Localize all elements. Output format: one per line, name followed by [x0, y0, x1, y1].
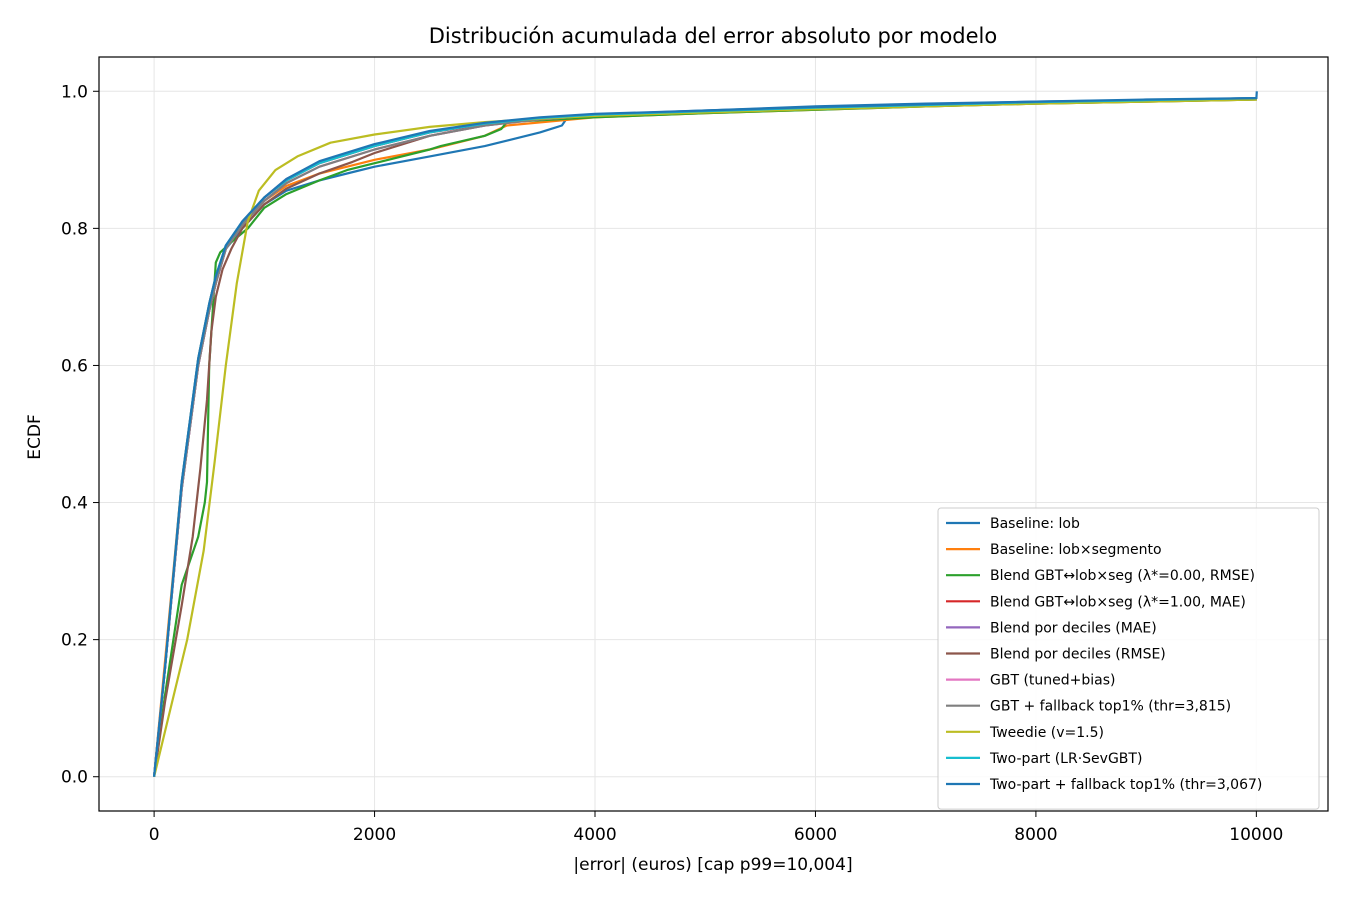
- legend-entry-label: GBT + fallback top1% (thr=3,815): [990, 699, 1231, 715]
- y-tick-label: 0.6: [61, 356, 88, 376]
- legend-entry-label: Blend por deciles (MAE): [990, 620, 1157, 636]
- series-line-8: [153, 98, 1257, 777]
- legend: Baseline: lob Baseline: lob×segmento Blend…: [937, 507, 1320, 810]
- y-axis-label: ECDF: [25, 414, 45, 459]
- y-axis-ticks: 0.0 0.2 0.4 0.6 0.8 1.0: [61, 82, 99, 788]
- legend-entry-label: Blend GBT↔lob×seg (λ*=1.00, MAE): [990, 594, 1246, 610]
- chart-title: Distribución acumulada del error absolut…: [429, 24, 997, 48]
- x-tick-label: 4000: [573, 825, 616, 845]
- legend-entry-label: Baseline: lob×segmento: [990, 542, 1162, 558]
- legend-entry-label: Baseline: lob: [990, 516, 1080, 532]
- legend-entry-label: Two-part + fallback top1% (thr=3,067): [989, 777, 1262, 793]
- legend-entry-label: Tweedie (v=1.5): [989, 725, 1104, 741]
- series-lines: [153, 91, 1258, 777]
- x-tick-label: 2000: [353, 825, 396, 845]
- y-tick-label: 1.0: [61, 82, 88, 102]
- y-tick-label: 0.8: [61, 219, 88, 239]
- legend-entry-label: Blend GBT↔lob×seg (λ*=0.00, RMSE): [990, 568, 1255, 584]
- x-tick-label: 0: [149, 825, 160, 845]
- x-tick-label: 10000: [1229, 825, 1283, 845]
- legend-entry-label: GBT (tuned+bias): [990, 673, 1116, 689]
- plot-frame: [98, 56, 1329, 812]
- y-tick-label: 0.2: [61, 631, 88, 651]
- legend-entry-label: Blend por deciles (RMSE): [990, 647, 1166, 663]
- x-tick-label: 6000: [794, 825, 837, 845]
- legend-box: [937, 507, 1320, 810]
- y-tick-label: 0.4: [61, 494, 88, 514]
- series-line-10: [153, 96, 1258, 777]
- legend-entry-label: Two-part (LR·SevGBT): [989, 751, 1142, 767]
- x-axis-label: |error| (euros) [cap p99=10,004]: [573, 855, 852, 875]
- x-tick-label: 8000: [1014, 825, 1057, 845]
- x-axis-ticks: 0 2000 4000 6000 8000 10000: [149, 811, 1283, 845]
- y-tick-label: 0.0: [61, 768, 88, 788]
